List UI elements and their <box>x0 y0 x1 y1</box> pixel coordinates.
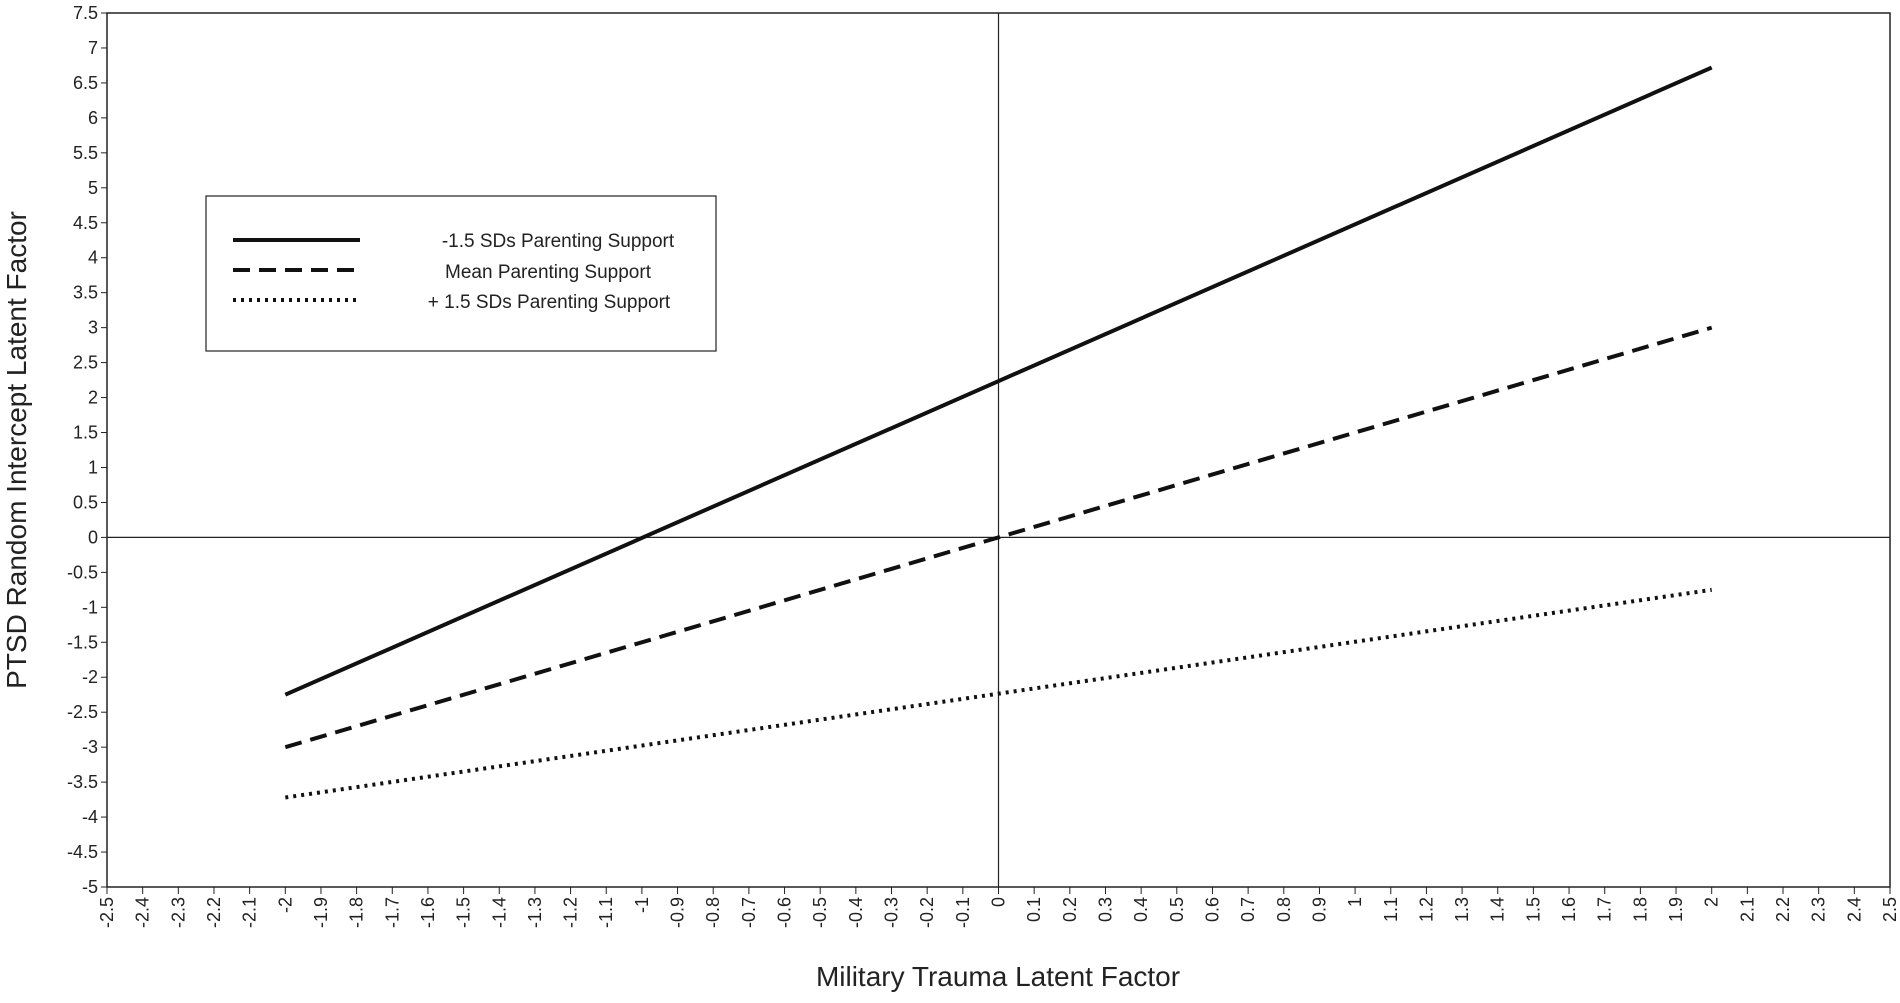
x-tick-label: 1.1 <box>1381 897 1401 922</box>
x-tick-label: 1.5 <box>1523 897 1543 922</box>
x-tick-label: 1.7 <box>1595 897 1615 922</box>
y-tick-label: 3.5 <box>73 283 98 303</box>
y-tick-label: 1 <box>88 457 98 477</box>
y-tick-label: 2.5 <box>73 353 98 373</box>
x-tick-label: -1.3 <box>525 897 545 928</box>
x-tick-label: -0.2 <box>917 897 937 928</box>
y-tick-label: -3.5 <box>67 772 98 792</box>
y-tick-label: 2 <box>88 388 98 408</box>
x-tick-label: -1.1 <box>596 897 616 928</box>
x-tick-label: 2 <box>1702 897 1722 907</box>
y-tick-label: 0.5 <box>73 492 98 512</box>
y-tick-label: -4.5 <box>67 842 98 862</box>
x-tick-label: 1.2 <box>1416 897 1436 922</box>
y-tick-label: -1 <box>82 597 98 617</box>
legend-label-mean-support: Mean Parenting Support <box>445 262 652 283</box>
x-tick-label: 0.7 <box>1238 897 1258 922</box>
x-tick-label: 1.8 <box>1630 897 1650 922</box>
y-axis-title: PTSD Random Intercept Latent Factor <box>1 211 32 689</box>
y-tick-label: 7.5 <box>73 3 98 23</box>
y-tick-label: 0 <box>88 527 98 547</box>
legend-label-high-support: + 1.5 SDs Parenting Support <box>428 292 671 313</box>
x-tick-label: -0.4 <box>846 897 866 928</box>
y-tick-label: -2 <box>82 667 98 687</box>
y-axis-ticks: -5 -4.5 -4 -3.5 -3 -2.5 -2 -1.5 -1 -0.5 0 0.5 1 1.5 2 2… <box>67 3 107 897</box>
x-tick-label: -2.3 <box>168 897 188 928</box>
x-tick-label: -1.2 <box>561 897 581 928</box>
x-tick-label: -0.7 <box>739 897 759 928</box>
x-tick-label: 2.2 <box>1773 897 1793 922</box>
x-tick-label: 1.6 <box>1559 897 1579 922</box>
x-tick-label: 1.4 <box>1488 897 1508 922</box>
x-tick-label: 1.3 <box>1452 897 1472 922</box>
y-tick-label: 7 <box>88 38 98 58</box>
y-tick-label: 3 <box>88 318 98 338</box>
series-line-dashed <box>284 325 1713 750</box>
x-tick-label: -2.5 <box>97 897 117 928</box>
y-tick-label: 6 <box>88 108 98 128</box>
x-tick-label: 0.1 <box>1024 897 1044 922</box>
x-tick-label: -1.5 <box>454 897 474 928</box>
y-tick-label: 5 <box>88 178 98 198</box>
x-tick-label: 0.8 <box>1274 897 1294 922</box>
x-tick-label: -2 <box>275 897 295 913</box>
x-tick-label: -0.5 <box>810 897 830 928</box>
x-tick-label: -1.7 <box>382 897 402 928</box>
x-tick-label: -0.8 <box>703 897 723 928</box>
x-tick-label: -1 <box>632 897 652 913</box>
x-tick-label: -0.9 <box>668 897 688 928</box>
y-tick-label: -1.5 <box>67 632 98 652</box>
x-tick-label: -1.4 <box>489 897 509 928</box>
y-tick-label: -3 <box>82 737 98 757</box>
x-tick-label: -2.1 <box>240 897 260 928</box>
y-tick-label: 4.5 <box>73 213 98 233</box>
x-tick-label: -0.6 <box>775 897 795 928</box>
x-tick-label: 1 <box>1345 897 1365 907</box>
series-line-solid <box>284 65 1713 697</box>
x-tick-label: 1.9 <box>1666 897 1686 922</box>
legend-box <box>205 195 717 352</box>
x-tick-label: -0.1 <box>953 897 973 928</box>
x-tick-label: 0.6 <box>1202 897 1222 922</box>
x-tick-label: 2.5 <box>1880 897 1900 922</box>
x-tick-label: 0.5 <box>1167 897 1187 922</box>
x-tick-label: -1.6 <box>418 897 438 928</box>
y-tick-label: -5 <box>82 877 98 897</box>
y-tick-label: 4 <box>88 248 98 268</box>
x-tick-label: -1.8 <box>347 897 367 928</box>
x-tick-label: -0.3 <box>882 897 902 928</box>
y-tick-label: 5.5 <box>73 143 98 163</box>
x-tick-label: 2.1 <box>1737 897 1757 922</box>
y-tick-label: 1.5 <box>73 423 98 443</box>
y-tick-label: -4 <box>82 807 98 827</box>
x-axis-title: Military Trauma Latent Factor <box>816 961 1180 992</box>
x-tick-label: -1.9 <box>311 897 331 928</box>
y-tick-label: -2.5 <box>67 702 98 722</box>
series-line-dotted <box>285 587 1712 800</box>
x-tick-label: -2.4 <box>133 897 153 928</box>
x-tick-label: -2.2 <box>204 897 224 928</box>
x-tick-label: 0.9 <box>1309 897 1329 922</box>
x-tick-label: 2.3 <box>1809 897 1829 922</box>
series-layer <box>284 65 1713 800</box>
legend-label-low-support: -1.5 SDs Parenting Support <box>442 231 675 252</box>
legend: -1.5 SDs Parenting Support Mean Parentin… <box>205 195 717 352</box>
x-tick-label: 0 <box>989 897 1009 907</box>
x-tick-label: 0.3 <box>1095 897 1115 922</box>
y-tick-label: -0.5 <box>67 562 98 582</box>
x-tick-label: 0.2 <box>1060 897 1080 922</box>
y-tick-label: 6.5 <box>73 73 98 93</box>
x-tick-label: 2.4 <box>1844 897 1864 922</box>
x-axis-ticks: -2.5 -2.4 -2.3 -2.2 -2.1 -2 -1.9 -1.8 -1.7 -1.6 -1… <box>97 887 1900 928</box>
x-tick-label: 0.4 <box>1131 897 1151 922</box>
